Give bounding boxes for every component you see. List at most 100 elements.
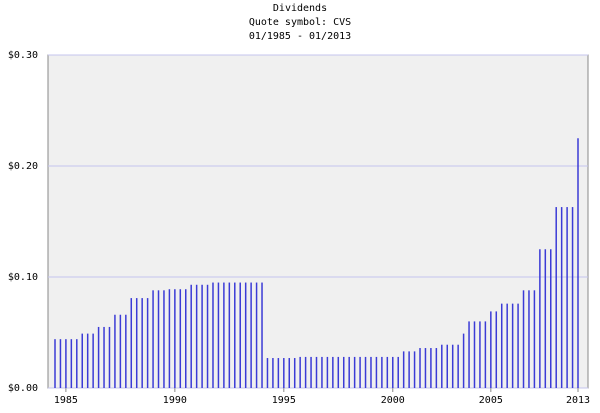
bar xyxy=(468,321,470,388)
bar xyxy=(479,321,481,388)
bar xyxy=(228,282,231,388)
y-tick-label: $0.10 xyxy=(8,272,38,283)
bar xyxy=(392,356,394,388)
bar xyxy=(266,358,269,388)
bar xyxy=(419,348,421,388)
bar xyxy=(125,314,127,388)
bar xyxy=(288,358,291,388)
bar xyxy=(370,356,372,388)
chart-title: Dividends xyxy=(273,3,327,14)
bar xyxy=(293,358,296,388)
bar xyxy=(577,138,579,388)
bar xyxy=(511,303,514,388)
bar xyxy=(146,298,149,388)
bar xyxy=(59,339,62,388)
bar xyxy=(244,282,247,388)
bar xyxy=(130,298,133,388)
bar xyxy=(342,356,345,388)
bar xyxy=(359,356,361,388)
bar xyxy=(386,356,389,388)
bar xyxy=(397,356,399,388)
bar xyxy=(528,290,530,388)
bar xyxy=(277,358,280,388)
bar xyxy=(157,290,160,388)
plot-area xyxy=(47,54,589,389)
bar xyxy=(337,356,340,388)
bar xyxy=(70,339,73,388)
x-tick-label: 1995 xyxy=(272,395,296,406)
bar xyxy=(566,207,568,388)
bar xyxy=(457,344,459,388)
bar xyxy=(484,321,487,388)
bar xyxy=(212,282,214,388)
bar xyxy=(174,289,176,388)
bar xyxy=(555,207,557,388)
bar xyxy=(201,284,203,388)
bar xyxy=(451,344,454,388)
x-tick-label: 2005 xyxy=(479,395,503,406)
bar xyxy=(239,282,241,388)
bar xyxy=(381,356,383,388)
bar xyxy=(179,289,182,388)
bar xyxy=(217,282,220,388)
bar xyxy=(103,326,105,388)
bar xyxy=(326,356,329,388)
bar xyxy=(206,284,209,388)
bar xyxy=(195,284,198,388)
y-tick-label: $0.30 xyxy=(8,50,38,61)
bar xyxy=(65,339,67,388)
bar xyxy=(560,207,563,388)
bar xyxy=(299,356,301,388)
y-tick-label: $0.00 xyxy=(8,383,38,394)
bar xyxy=(310,356,312,388)
bar xyxy=(402,351,405,388)
bar xyxy=(92,333,94,388)
bar xyxy=(446,344,448,388)
bar xyxy=(261,282,263,388)
bar xyxy=(430,348,432,388)
bar xyxy=(353,356,356,388)
bar xyxy=(375,356,378,388)
bar xyxy=(500,303,503,388)
bar xyxy=(435,348,438,388)
bar xyxy=(135,298,138,388)
x-tick-label: 2000 xyxy=(381,395,405,406)
date-range: 01/1985 - 01/2013 xyxy=(249,31,351,42)
x-tick-label: 1985 xyxy=(54,395,78,406)
bar xyxy=(539,249,541,388)
bar xyxy=(321,356,323,388)
x-tick-label: 1990 xyxy=(163,395,187,406)
bar xyxy=(441,344,443,388)
bar xyxy=(408,351,410,388)
bar xyxy=(234,282,236,388)
bar xyxy=(413,351,416,388)
y-tick-label: $0.20 xyxy=(8,161,38,172)
bar xyxy=(108,326,111,388)
bar xyxy=(119,314,122,388)
bar xyxy=(250,282,252,388)
bar xyxy=(315,356,318,388)
bar xyxy=(462,333,465,388)
bar xyxy=(550,249,552,388)
bar xyxy=(348,356,350,388)
bar xyxy=(76,339,78,388)
bar xyxy=(571,207,574,388)
bar xyxy=(141,298,143,388)
bar xyxy=(152,290,154,388)
bar xyxy=(473,321,476,388)
bar xyxy=(517,303,519,388)
bar xyxy=(283,358,285,388)
bar xyxy=(544,249,547,388)
bar xyxy=(54,339,56,388)
bar xyxy=(304,356,307,388)
bar xyxy=(506,303,508,388)
bar xyxy=(81,333,83,388)
bar xyxy=(490,311,492,388)
bar xyxy=(533,290,536,388)
x-tick-label: 2013 xyxy=(566,395,590,406)
bar xyxy=(86,333,89,388)
bar xyxy=(495,311,498,388)
bar xyxy=(255,282,258,388)
bar xyxy=(97,326,100,388)
bar xyxy=(332,356,334,388)
